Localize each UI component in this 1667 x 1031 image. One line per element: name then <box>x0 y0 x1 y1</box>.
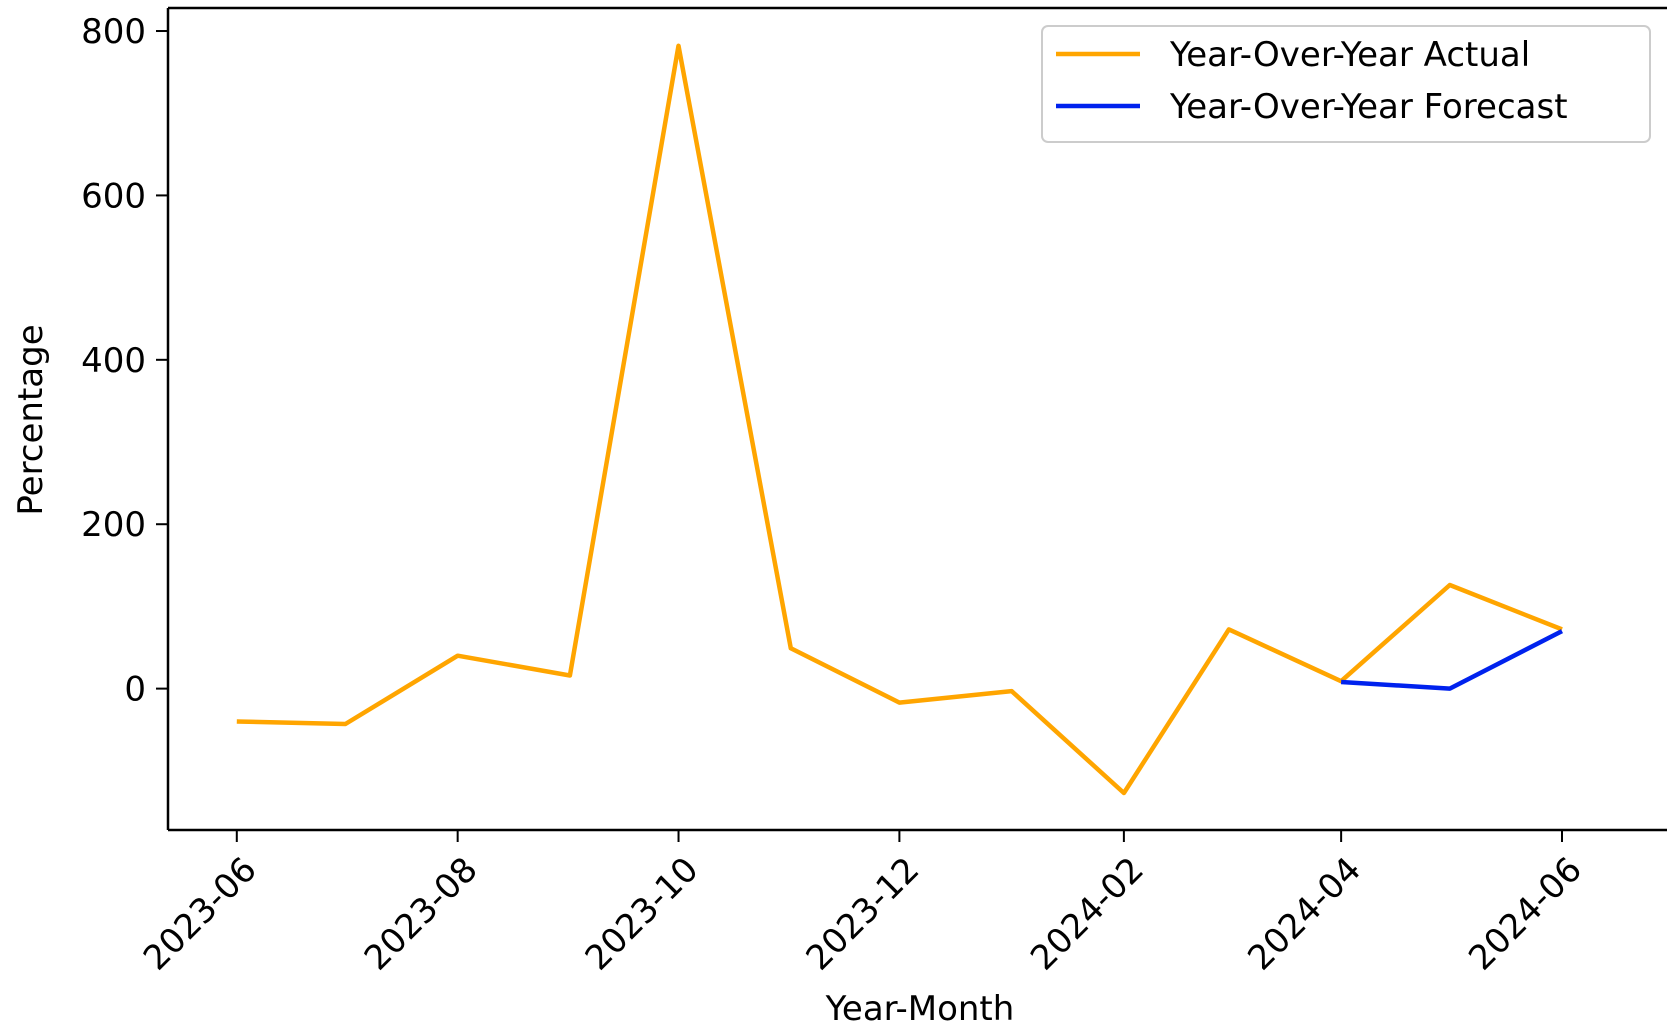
y-tick-label: 800 <box>81 12 146 52</box>
x-tick-label: 2023-08 <box>357 850 486 979</box>
y-tick-label: 0 <box>124 670 146 710</box>
legend: Year-Over-Year Actual Year-Over-Year Fore… <box>1041 25 1651 143</box>
x-tick-label: 2024-06 <box>1461 850 1590 979</box>
x-axis-label: Year-Month <box>825 989 1015 1029</box>
legend-label-1: Year-Over-Year Forecast <box>1169 87 1568 127</box>
x-tick-label: 2023-06 <box>136 850 265 979</box>
x-tick-label: 2023-10 <box>578 850 707 979</box>
x-tick-label: 2024-02 <box>1023 850 1152 979</box>
series-line-0 <box>236 43 1563 796</box>
legend-box <box>1041 25 1651 143</box>
legend-label-0: Year-Over-Year Actual <box>1169 35 1530 75</box>
y-tick-label: 600 <box>81 176 146 216</box>
x-tick-label: 2023-12 <box>799 850 928 979</box>
x-tick-label: 2024-04 <box>1240 850 1369 979</box>
y-tick-label: 400 <box>81 341 146 381</box>
series-line-1 <box>1340 629 1564 691</box>
y-axis-label: Percentage <box>11 324 51 515</box>
y-tick-label: 200 <box>81 505 146 545</box>
